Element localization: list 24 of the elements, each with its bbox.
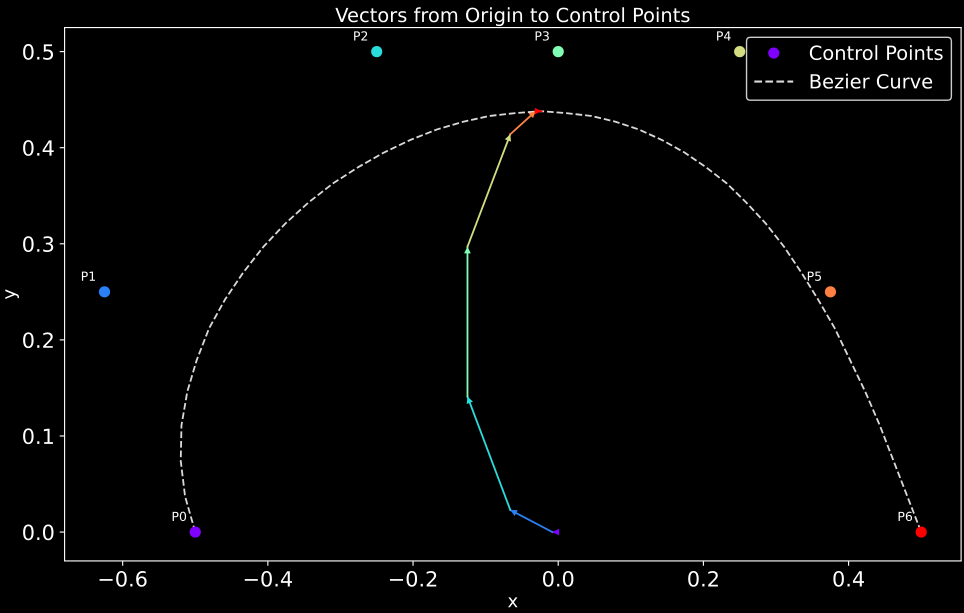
annotation: P1 <box>82 272 96 281</box>
annotation: P6 <box>898 512 912 522</box>
annotation: P4 <box>717 31 731 40</box>
x-tick-label: −0.2 <box>390 570 436 587</box>
x-axis-title: x <box>508 597 518 608</box>
legend-label: Control Points <box>810 45 943 60</box>
legend-label: Bezier Curve <box>810 74 932 89</box>
annotation: P5 <box>808 272 822 281</box>
y-tick-label: 0.5 <box>23 44 54 60</box>
annotation: P3 <box>536 31 549 41</box>
annotation: P0 <box>172 512 186 522</box>
x-tick-label: 0.4 <box>833 570 864 587</box>
y-axis-title: y <box>5 289 19 300</box>
y-tick-label: 0.3 <box>23 236 54 252</box>
y-tick-label: 0.4 <box>23 140 54 156</box>
y-tick-label: 0.0 <box>23 524 54 540</box>
x-tick-label: 0.2 <box>688 570 718 587</box>
x-tick-label: −0.6 <box>100 570 147 587</box>
annotation: P2 <box>354 31 368 40</box>
chart-title: Vectors from Origin to Control Points <box>335 7 690 26</box>
y-tick-label: 0.1 <box>23 428 53 444</box>
x-tick-label: −0.4 <box>244 570 292 587</box>
y-tick-label: 0.2 <box>23 332 53 348</box>
x-tick-label: 0.0 <box>543 570 574 587</box>
